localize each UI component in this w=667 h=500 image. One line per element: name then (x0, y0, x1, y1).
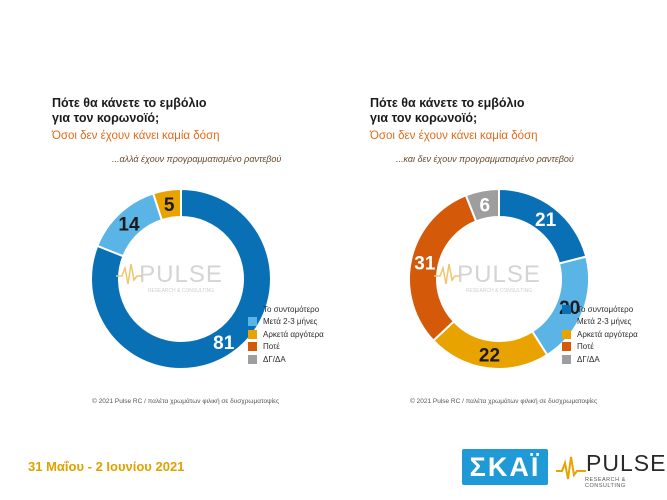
legend-swatch (562, 329, 571, 339)
legend-label: ΔΓ/ΔΑ (263, 354, 286, 364)
chart-legend: Το συντομότερο Μετά 2-3 μήνες Αρκετά αργότ… (562, 303, 638, 366)
chart-subtitle: Όσοι δεν έχουν κάνει καμία δόση (52, 130, 220, 142)
legend-item: Ποτέ (562, 341, 638, 354)
donut-chart-right: 212022316PULSERESEARCH & CONSULTING (408, 187, 590, 370)
legend-item: Μετά 2-3 μήνες (562, 316, 638, 329)
pulse-logo-word: PULSE (586, 450, 667, 476)
chart-note: ...και δεν έχουν προγραμματισμένο ραντεβ… (396, 154, 574, 164)
legend-label: ΔΓ/ΔΑ (577, 354, 600, 364)
watermark-tag: RESEARCH & CONSULTING (148, 288, 214, 294)
chart-title-line2: για τον κορωνοϊό; (370, 111, 478, 125)
legend-label: Το συντομότερο (263, 304, 320, 314)
legend-item: Το συντομότερο (248, 303, 324, 316)
legend-swatch (562, 354, 571, 364)
slice-value-label-2: 14 (118, 215, 140, 236)
pulse-logo-tag: RESEARCH & CONSULTING (585, 477, 626, 489)
legend-item: Αρκετά αργότερα (248, 328, 324, 341)
donut-slice-3 (151, 187, 182, 222)
legend-item: ΔΓ/ΔΑ (562, 353, 638, 366)
slice-value-label-1: 21 (535, 210, 557, 231)
legend-swatch (248, 354, 257, 364)
legend-swatch (562, 342, 571, 352)
legend-label: Μετά 2-3 μήνες (577, 317, 632, 327)
slice-value-label-3: 5 (164, 195, 175, 216)
legend-label: Μετά 2-3 μήνες (263, 317, 318, 327)
legend-swatch (562, 317, 571, 327)
legend-swatch (562, 304, 571, 314)
watermark-word: PULSE (457, 261, 541, 288)
legend-label: Αρκετά αργότερα (577, 329, 638, 339)
slice-value-label-4: 31 (414, 253, 436, 274)
chart-title: Πότε θα κάνετε το εμβόλιο για τον κορωνο… (370, 96, 525, 126)
legend-swatch (248, 342, 257, 352)
donut-slice-1 (90, 187, 272, 370)
chart-panel-right: Πότε θα κάνετε το εμβόλιο για τον κορωνο… (370, 96, 667, 416)
legend-item: Ποτέ (248, 341, 324, 354)
legend-label: Αρκετά αργότερα (263, 329, 324, 339)
legend-swatch (248, 304, 257, 314)
slice-value-label-1: 81 (213, 333, 235, 354)
chart-note: ...αλλά έχουν προγραμματισμένο ραντεβού (112, 154, 282, 164)
chart-subtitle: Όσοι δεν έχουν κάνει καμία δόση (370, 130, 538, 142)
legend-swatch (248, 317, 257, 327)
watermark-tag: RESEARCH & CONSULTING (466, 288, 532, 294)
slice-value-label-5: 6 (479, 195, 490, 216)
legend-label: Το συντομότερο (577, 304, 634, 314)
chart-footnote: © 2021 Pulse RC / παλέτα χρωμάτων φιλική… (410, 398, 598, 405)
legend-item: Μετά 2-3 μήνες (248, 316, 324, 329)
legend-label: Ποτέ (577, 342, 594, 352)
pulse-logo: PULSE RESEARCH & CONSULTING (556, 449, 665, 489)
pulse-wave-icon (556, 456, 586, 480)
chart-title-line1: Πότε θα κάνετε το εμβόλιο (370, 96, 525, 110)
chart-footnote: © 2021 Pulse RC / παλέτα χρωμάτων φιλική… (92, 398, 280, 405)
watermark-wave-icon (434, 263, 460, 285)
slice-value-label-3: 22 (479, 345, 500, 366)
chart-panel-left: Πότε θα κάνετε το εμβόλιο για τον κορωνο… (52, 96, 352, 416)
legend-item: Αρκετά αργότερα (562, 328, 638, 341)
legend-swatch (248, 329, 257, 339)
legend-item: ΔΓ/ΔΑ (248, 353, 324, 366)
chart-legend: Το συντομότερο Μετά 2-3 μήνες Αρκετά αργότ… (248, 303, 324, 366)
skai-logo: ΣΚΑΪ (462, 449, 548, 485)
chart-title: Πότε θα κάνετε το εμβόλιο για τον κορωνο… (52, 96, 207, 126)
survey-date: 31 Μαΐου - 2 Ιουνίου 2021 (28, 459, 185, 474)
watermark-wave-icon (116, 263, 142, 285)
donut-slice-5 (464, 187, 500, 223)
legend-item: Το συντομότερο (562, 303, 638, 316)
chart-title-line2: για τον κορωνοϊό; (52, 111, 160, 125)
watermark-word: PULSE (139, 261, 223, 288)
chart-title-line1: Πότε θα κάνετε το εμβόλιο (52, 96, 207, 110)
legend-label: Ποτέ (263, 342, 280, 352)
